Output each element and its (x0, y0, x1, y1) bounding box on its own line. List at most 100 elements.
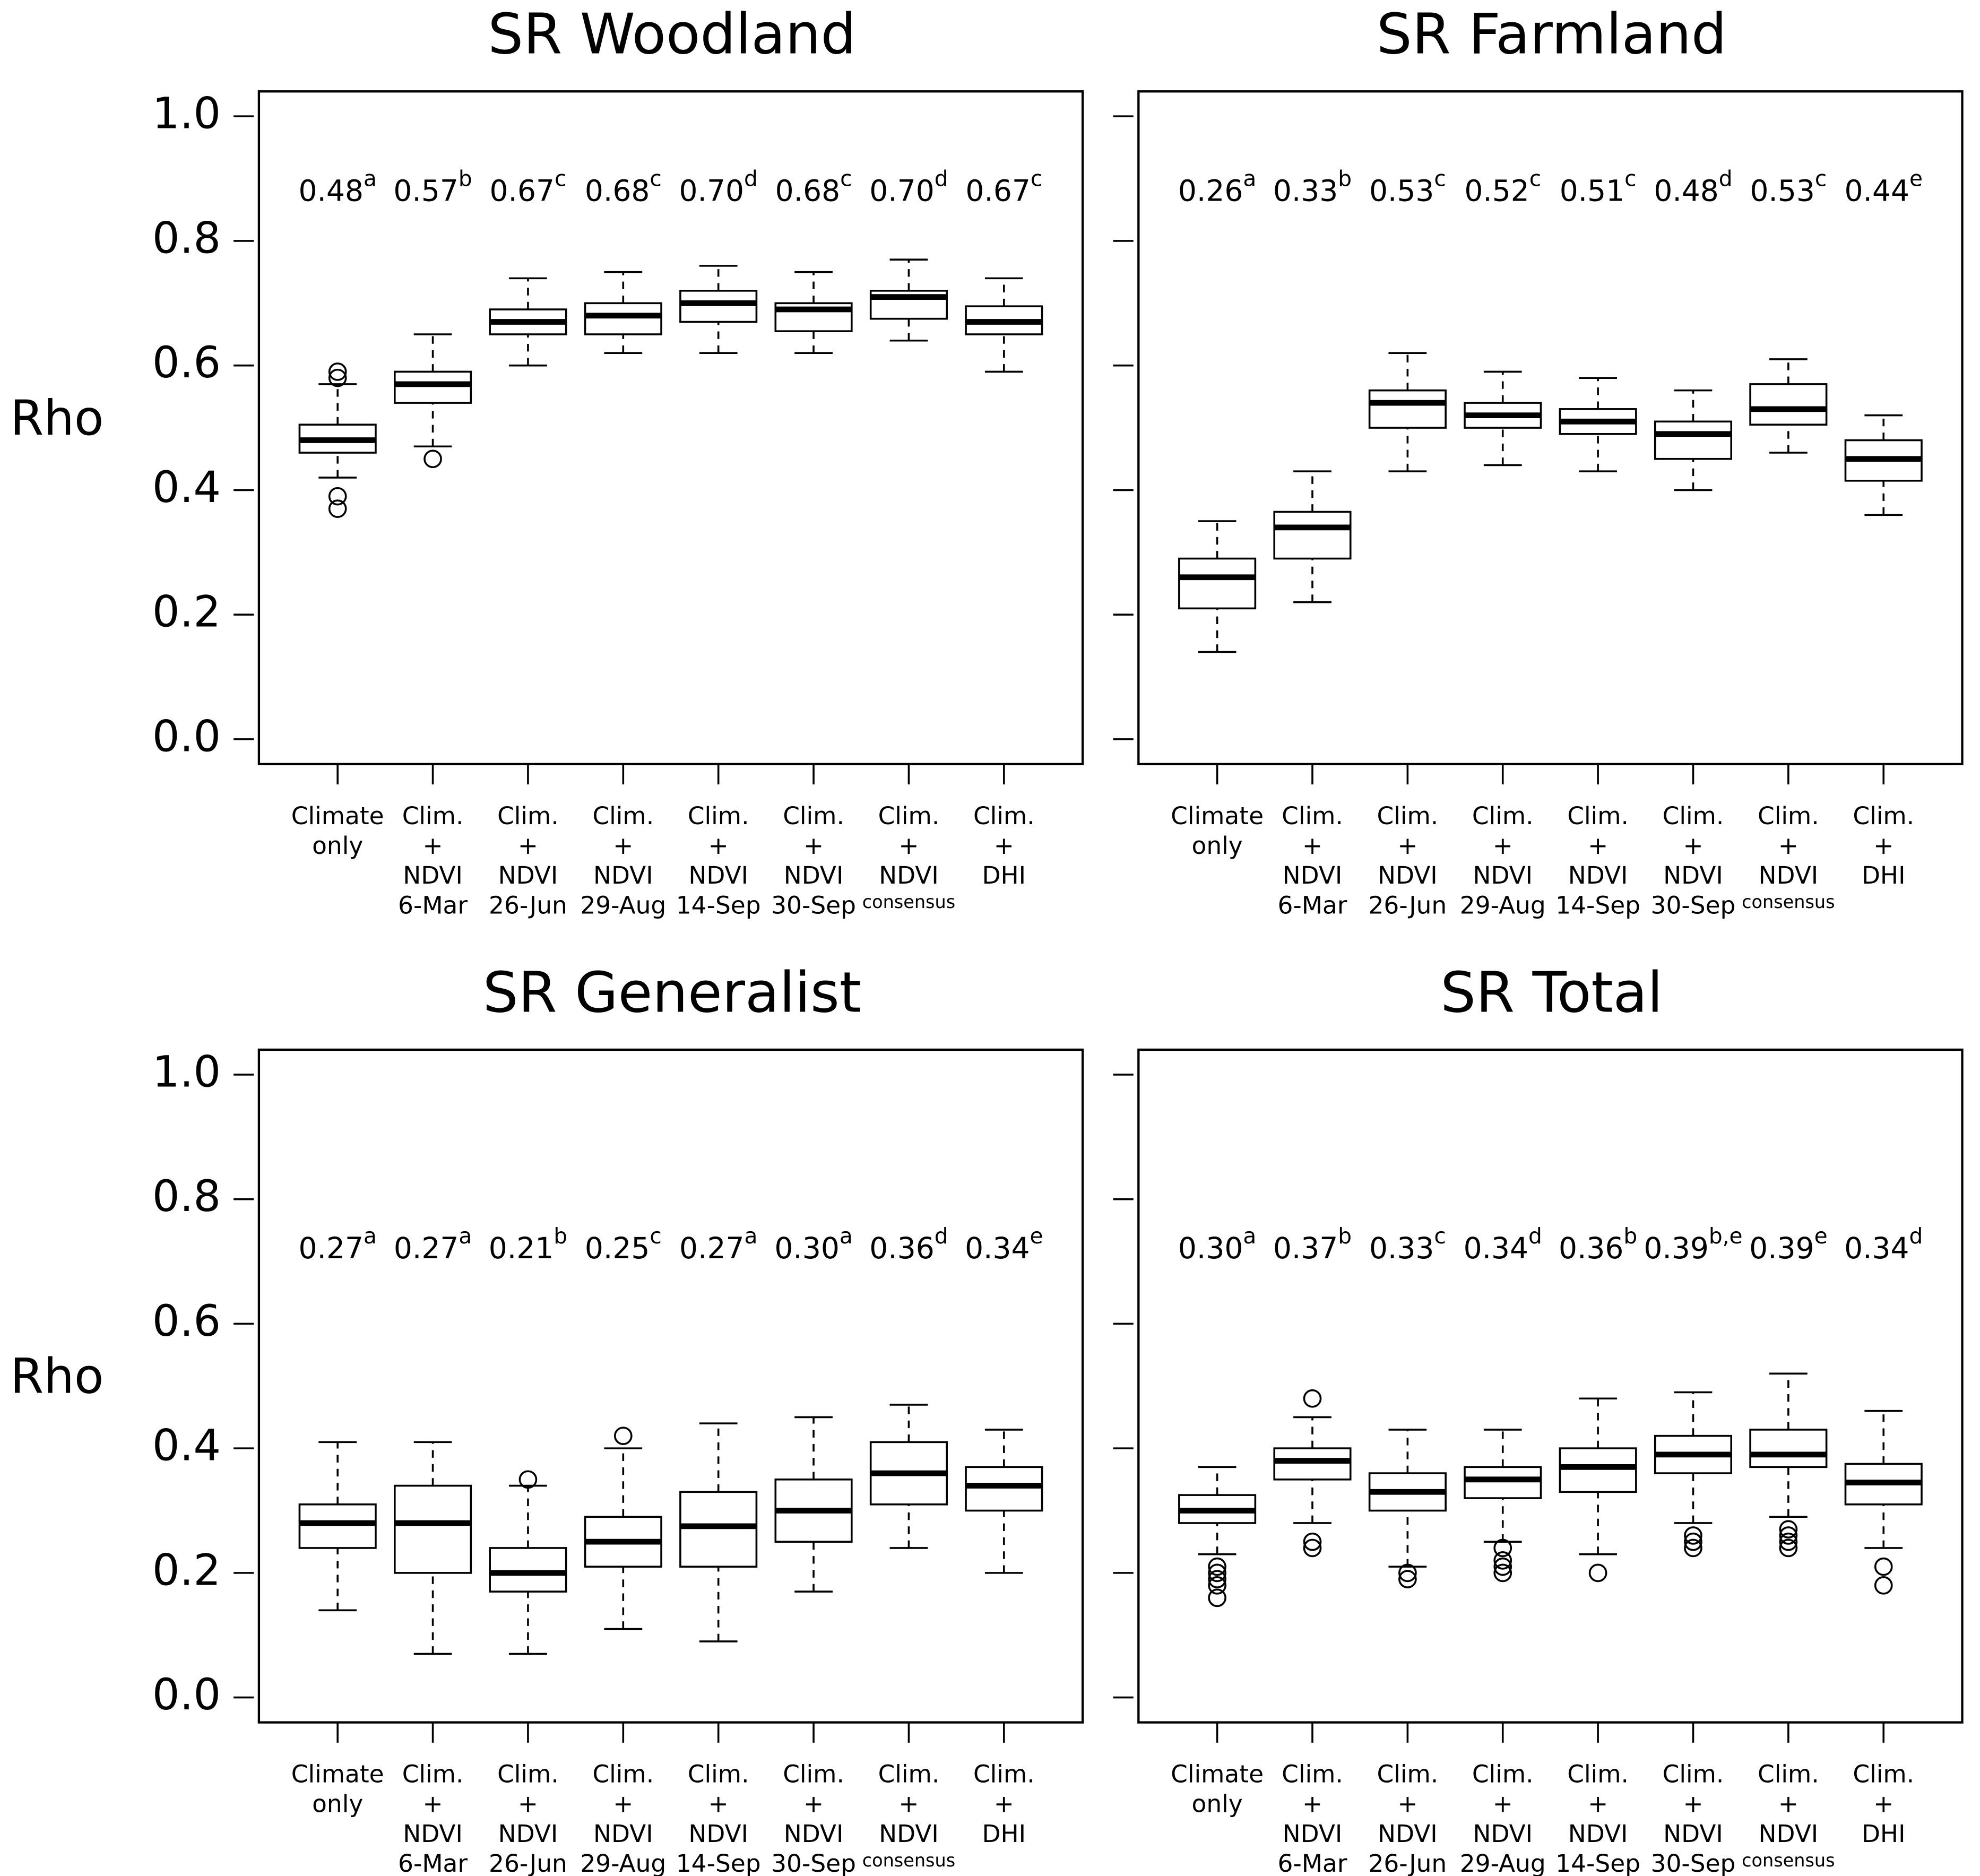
panel: SR TotalClimateonlyClim.+NDVI6-MarClim.+… (1113, 959, 1964, 1876)
x-tick-label: Clim. (1472, 1760, 1534, 1788)
x-tick-label: 26-Jun (1368, 1849, 1447, 1876)
x-tick-label: 26-Jun (1368, 891, 1447, 919)
box (679, 1491, 758, 1568)
annotation-value: 0.39 (1644, 1231, 1708, 1265)
x-tick-label: + (518, 1790, 538, 1818)
y-tick-label: 0.2 (152, 1545, 221, 1595)
annotation: 0.51c (1560, 166, 1637, 208)
outlier (1874, 1557, 1893, 1576)
x-tick-label: Clim. (1853, 1760, 1914, 1788)
y-tick-label: 1.0 (152, 1047, 221, 1097)
annotation-letter: b (1338, 166, 1352, 192)
annotation: 0.33b (1273, 166, 1352, 208)
annotation-letter: d (1719, 166, 1733, 192)
x-tick-label: Clim. (1567, 802, 1629, 830)
x-tick-label: Clim. (1663, 802, 1724, 830)
annotation: 0.33c (1369, 1223, 1446, 1265)
x-tick-label: Clim. (402, 1760, 464, 1788)
x-tick-label: 30-Sep (1651, 891, 1736, 919)
x-tick-label: DHI (1862, 861, 1906, 889)
x-tick-label: + (1873, 832, 1893, 860)
annotation: 0.44e (1844, 166, 1922, 208)
annotation-value: 0.68 (775, 174, 840, 208)
x-tick-label: 26-Jun (489, 1849, 567, 1876)
annotation: 0.25c (585, 1223, 662, 1265)
annotation-letter: c (1434, 166, 1446, 192)
x-tick-label: 30-Sep (771, 1849, 856, 1876)
x-tick-label: 30-Sep (771, 891, 856, 919)
x-tick-label: NDVI (1283, 1820, 1343, 1848)
outlier (328, 368, 347, 387)
annotation: 0.30a (1178, 1223, 1256, 1265)
y-tick-label: 1.0 (152, 89, 221, 139)
annotation-value: 0.27 (298, 1231, 363, 1265)
annotation-value: 0.52 (1464, 174, 1529, 208)
annotation-letter: a (1243, 166, 1256, 192)
y-axis-label: Rho (10, 391, 103, 446)
x-tick-label: NDVI (784, 1820, 844, 1848)
x-tick-label: + (1397, 832, 1417, 860)
x-tick-label: only (1192, 1790, 1243, 1818)
x-tick-label: consensus (862, 1850, 955, 1871)
annotation-value: 0.53 (1750, 174, 1814, 208)
box (1273, 1447, 1352, 1481)
annotation-letter: c (555, 166, 566, 192)
x-tick-label: only (1192, 832, 1243, 860)
x-tick-label: 14-Sep (1555, 1849, 1640, 1876)
box (1368, 389, 1447, 429)
x-tick-label: Clim. (1758, 802, 1819, 830)
x-tick-label: + (898, 1790, 919, 1818)
annotation: 0.37b (1273, 1223, 1352, 1265)
outlier (1684, 1526, 1702, 1545)
annotation-letter: c (1624, 166, 1636, 192)
annotation-letter: c (1529, 166, 1541, 192)
box (1178, 557, 1257, 610)
annotation: 0.52c (1464, 166, 1541, 208)
annotation-value: 0.39 (1749, 1231, 1814, 1265)
x-tick-label: Clim. (1377, 802, 1439, 830)
outlier (1493, 1538, 1512, 1558)
x-tick-label: + (1778, 1790, 1799, 1818)
annotation: 0.21b (489, 1223, 567, 1265)
annotation: 0.27a (679, 1223, 757, 1265)
x-tick-label: 29-Aug (1460, 891, 1546, 919)
outlier (1303, 1389, 1322, 1408)
annotation-letter: a (1243, 1223, 1256, 1249)
annotation-value: 0.26 (1178, 174, 1243, 208)
outlier (1493, 1551, 1512, 1570)
y-tick-label: 0.8 (152, 1172, 221, 1222)
x-tick-label: NDVI (1759, 861, 1819, 889)
x-tick-label: + (423, 1790, 443, 1818)
x-tick-label: Clim. (497, 1760, 559, 1788)
x-tick-label: Clim. (1282, 1760, 1343, 1788)
annotation: 0.67c (965, 166, 1042, 208)
annotation-value: 0.34 (1844, 1231, 1909, 1265)
x-tick-label: Climate (291, 1760, 384, 1788)
outlier (1779, 1532, 1798, 1551)
x-tick-label: + (423, 832, 443, 860)
outlier (1684, 1538, 1702, 1558)
annotation-letter: c (650, 166, 661, 192)
annotation-letter: b (1338, 1223, 1352, 1249)
annotation-value: 0.36 (1559, 1231, 1623, 1265)
x-tick-label: Clim. (688, 802, 749, 830)
x-tick-label: Climate (1171, 802, 1264, 830)
x-tick-label: Clim. (1472, 802, 1534, 830)
x-tick-label: only (312, 832, 363, 860)
x-tick-label: NDVI (1473, 861, 1533, 889)
box (1654, 420, 1733, 460)
x-tick-label: NDVI (688, 1820, 748, 1848)
outlier (423, 449, 442, 469)
x-tick-label: + (518, 832, 538, 860)
panel-title: SR Woodland (488, 2, 856, 67)
x-tick-label: + (898, 832, 919, 860)
plot-frame (257, 1048, 1084, 1724)
annotation-value: 0.34 (965, 1231, 1030, 1265)
annotation-letter: c (650, 1223, 661, 1249)
x-tick-label: NDVI (879, 861, 939, 889)
box (679, 290, 758, 323)
outlier (1208, 1557, 1226, 1576)
annotation-value: 0.51 (1560, 174, 1624, 208)
box (965, 1466, 1043, 1512)
